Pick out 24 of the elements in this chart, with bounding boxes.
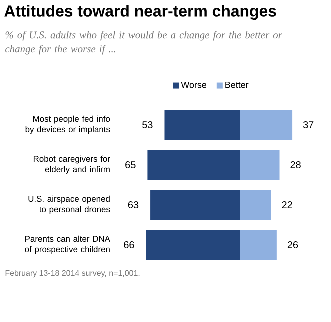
annotation: 63 xyxy=(128,201,139,209)
data-label: 37 xyxy=(303,121,314,129)
bar xyxy=(240,230,277,260)
legend-label: Worse xyxy=(181,82,207,88)
bar xyxy=(150,190,240,220)
bar xyxy=(146,230,240,260)
bar xyxy=(240,110,293,140)
bar xyxy=(164,110,240,140)
annotation: 65 xyxy=(126,161,136,169)
data-label: 28 xyxy=(290,161,301,169)
y-tick-label: Most people fed info by devices or implants xyxy=(26,116,110,134)
data-label: 22 xyxy=(282,202,292,208)
legend-label: Better xyxy=(226,82,249,88)
data-label: 26 xyxy=(288,241,298,249)
annotation: 66 xyxy=(124,241,134,249)
y-tick-label: Robot caregivers for elderly and infirm xyxy=(34,156,110,174)
chart-title: Attitudes toward near-term changes xyxy=(4,5,276,20)
annotation: 53 xyxy=(142,121,153,129)
bar xyxy=(148,150,240,180)
chart-subtitle: % of U.S. adults who feel it would be a change for the better or change for the worse if ... xyxy=(6,31,282,55)
y-tick-label: U.S. airspace opened to personal drones xyxy=(28,196,110,214)
bar xyxy=(240,190,272,220)
y-tick-label: Parents can alter DNA of prospective children xyxy=(25,236,110,254)
bar xyxy=(240,150,280,180)
